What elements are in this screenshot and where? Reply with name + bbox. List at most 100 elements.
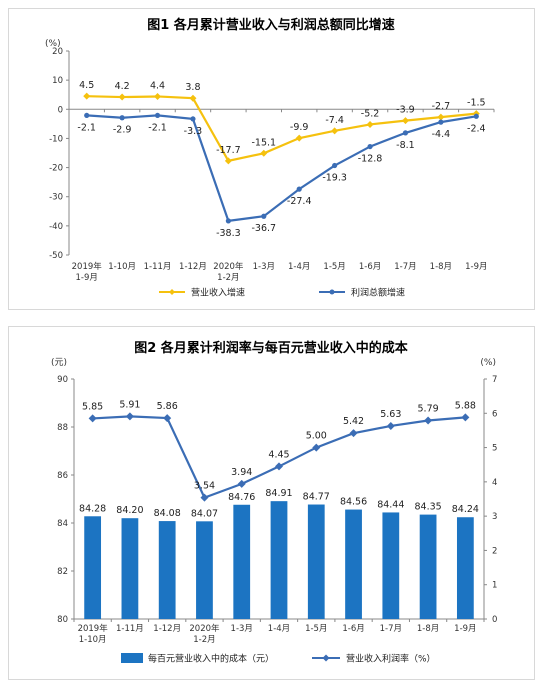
- chart2-x-tick-label: 1-12月: [153, 624, 181, 634]
- chart1-y-tick-label: -50: [49, 251, 63, 261]
- chart1-data-label: 4.5: [79, 80, 94, 91]
- chart1-revenue-point: [331, 127, 339, 135]
- chart2-bar: [270, 501, 288, 619]
- chart2-profit-rate-point: [349, 429, 358, 438]
- chart1-x-tick-label: 1-11月: [144, 262, 172, 272]
- chart2-x-tick-label: 1-4月: [268, 624, 290, 634]
- chart1-data-label: -7.4: [325, 115, 344, 126]
- chart2-title: 图2 各月累计利润率与每百元营业收入中的成本: [134, 340, 408, 356]
- chart1-data-label: -1.5: [467, 98, 486, 109]
- chart1-profit-point: [84, 112, 90, 119]
- chart2-line-label: 4.45: [268, 449, 289, 460]
- chart1-data-label: -5.2: [361, 108, 380, 119]
- chart2-left-tick-label: 88: [57, 423, 68, 433]
- chart1-panel: 图1 各月累计营业收入与利润总额同比增速 (%) 20 10 0 -10 -20 -30 -…: [8, 8, 535, 310]
- chart2-right-unit: (%): [480, 358, 496, 368]
- chart2-svg: 图2 各月累计利润率与每百元营业收入中的成本 (元) (%) 90 88 86 84 8…: [51, 340, 497, 665]
- chart1-data-label: -4.4: [432, 129, 451, 140]
- chart2-bar: [158, 521, 176, 619]
- chart2-right-tick-label: 5: [492, 444, 497, 454]
- chart1-data-label: -12.8: [358, 154, 383, 165]
- chart1-y-unit: (%): [45, 39, 61, 49]
- chart1-data-label: -15.1: [251, 137, 276, 148]
- chart2-bar-label: 84.08: [154, 508, 181, 519]
- chart2-line-label: 3.54: [194, 481, 215, 492]
- chart2-x-tick-label: 1-8月: [417, 624, 439, 634]
- chart1-y-tick-label: 20: [52, 47, 63, 57]
- chart2-x-tick-label: 1-5月: [305, 624, 327, 634]
- chart1-data-label: -3.9: [396, 105, 415, 116]
- chart2-bar-label: 84.24: [452, 504, 479, 515]
- chart2-right-tick-label: 1: [492, 581, 497, 591]
- chart2-bar-label: 84.56: [340, 497, 367, 508]
- chart2-bar-label: 84.35: [414, 502, 441, 513]
- chart1-y-tick-label: 10: [52, 76, 63, 86]
- chart2-line-label: 3.94: [231, 467, 252, 478]
- chart2-panel: 图2 各月累计利润率与每百元营业收入中的成本 (元) (%) 90 88 86 84 8…: [8, 326, 535, 680]
- chart2-bar: [233, 504, 251, 619]
- chart1-data-label: -19.3: [322, 173, 347, 184]
- chart1-revenue-point: [295, 134, 303, 142]
- chart1-data-label: -2.9: [113, 125, 132, 136]
- chart2-x-tick-label: 2020年 1-2月: [189, 623, 220, 645]
- chart1-data-label: -36.7: [251, 223, 276, 234]
- chart2-bar: [419, 514, 437, 619]
- chart1-data-label: -3.3: [184, 126, 203, 137]
- chart2-legend-line-label: 营业收入利润率（%）: [346, 653, 436, 665]
- chart1-y-tick-label: -40: [49, 222, 63, 232]
- chart2-line-label: 5.79: [418, 403, 439, 414]
- chart1-data-label: 4.4: [150, 80, 165, 91]
- chart1-profit-point: [296, 186, 302, 192]
- chart2-left-tick-label: 82: [57, 567, 68, 577]
- chart2-right-tick-label: 7: [492, 375, 497, 385]
- chart1-revenue-point: [366, 120, 374, 128]
- chart1-data-label: -17.7: [216, 145, 241, 156]
- chart1-x-tick-label: 1-7月: [394, 262, 416, 272]
- chart2-right-tick-label: 4: [492, 478, 497, 488]
- chart1-legend-marker: [169, 289, 175, 295]
- chart1-revenue-point: [437, 113, 445, 121]
- chart1-profit-point: [190, 116, 196, 122]
- chart1-x-tick-label: 1-3月: [253, 262, 275, 272]
- chart1-x-tick-label: 1-6月: [359, 262, 381, 272]
- chart2-bar: [382, 512, 400, 619]
- chart1-x-tick-label: 1-5月: [323, 262, 345, 272]
- chart2-left-tick-label: 84: [57, 519, 68, 529]
- chart2-x-tick-label: 1-3月: [231, 624, 253, 634]
- chart1-revenue-point: [260, 149, 268, 157]
- chart2-line-label: 5.85: [82, 401, 103, 412]
- chart1-legend-label: 利润总额增速: [351, 287, 405, 299]
- chart2-line-label: 5.42: [343, 416, 364, 427]
- chart1-x-tick-label: 1-12月: [179, 262, 207, 272]
- chart2-x-tick-label: 2019年 1-10月: [78, 623, 109, 645]
- chart2-bar-label: 84.07: [191, 508, 218, 519]
- chart1-data-label: -2.7: [432, 101, 451, 112]
- chart1-revenue-point: [83, 92, 91, 100]
- chart1-data-label: -9.9: [290, 122, 309, 133]
- chart2-profit-rate-point: [163, 414, 172, 423]
- chart1-data-label: -38.3: [216, 228, 241, 239]
- chart2-right-tick-label: 2: [492, 546, 497, 556]
- chart2-bar: [84, 516, 102, 619]
- chart1-profit-point: [225, 218, 231, 224]
- chart1-x-tick-label: 1-9月: [465, 262, 487, 272]
- chart1-revenue-point: [224, 157, 232, 165]
- chart2-line-label: 5.86: [157, 401, 178, 412]
- chart1-profit-point: [402, 130, 409, 136]
- chart2-line-label: 5.63: [380, 409, 401, 420]
- chart1-profit-point: [473, 113, 479, 119]
- chart1-title: 图1 各月累计营业收入与利润总额同比增速: [147, 17, 395, 33]
- chart2-profit-rate-point: [125, 412, 134, 421]
- chart2-legend-marker: [322, 654, 330, 662]
- chart1-x-tick-label: 1-4月: [288, 262, 310, 272]
- chart1-x-tick-label: 2020年 1-2月: [213, 261, 244, 283]
- chart2-legend-bar-swatch: [121, 653, 143, 663]
- chart1-series-line-profit: [86, 114, 477, 223]
- chart2-right-tick-label: 6: [492, 409, 497, 419]
- chart1-data-label: 4.2: [115, 81, 130, 92]
- chart2-x-tick-label: 1-6月: [342, 624, 364, 634]
- chart2-bar-label: 84.20: [116, 505, 143, 516]
- chart2-x-tick-label: 1-7月: [380, 624, 402, 634]
- chart1-revenue-point: [154, 92, 162, 100]
- chart1-profit-point: [154, 112, 161, 119]
